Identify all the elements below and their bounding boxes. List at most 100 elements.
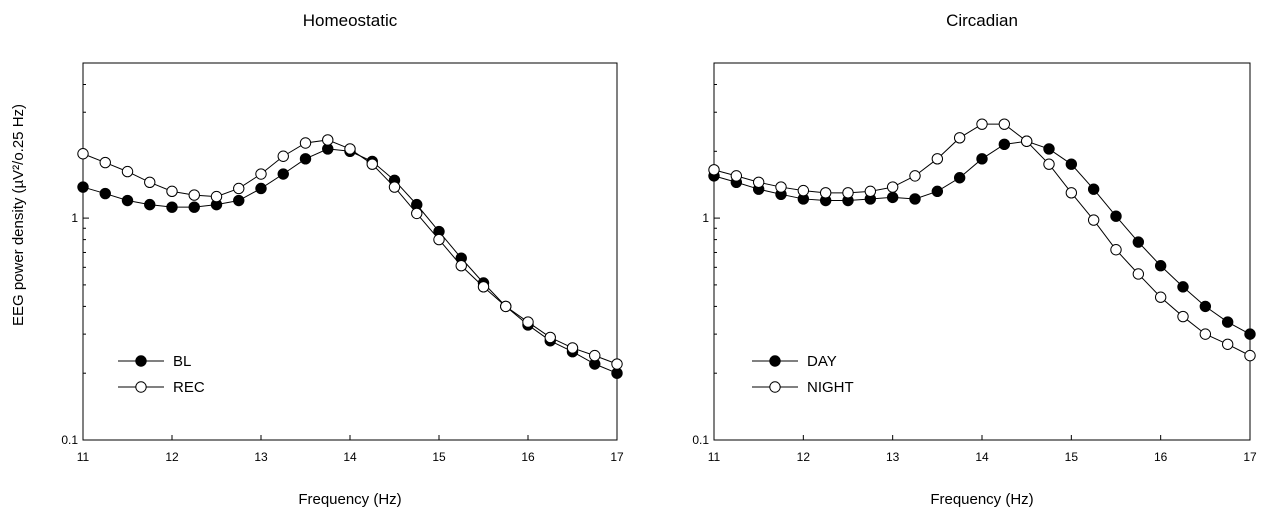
panel-1: Homeostatic Frequency (Hz) 11 12 13 14 15 16 17 0… (61, 11, 624, 508)
legend-marker (135, 381, 147, 393)
x-tick-label: 13 (254, 450, 268, 464)
y-tick-label: 0.1 (61, 433, 78, 447)
x-tick-label: 11 (708, 450, 721, 464)
data-point-night (1132, 268, 1145, 280)
data-point-night (730, 170, 743, 182)
data-point-day (1132, 236, 1145, 248)
legend-marker (769, 355, 781, 367)
data-point-rec (210, 190, 223, 203)
data-point-rec (121, 165, 134, 178)
x-tick-label: 17 (1243, 450, 1257, 464)
data-point-night (886, 181, 899, 193)
data-point-night (752, 176, 765, 188)
data-point-rec (166, 185, 178, 198)
data-point-night (976, 118, 988, 130)
data-point-bl (233, 194, 245, 207)
data-point-night (1154, 291, 1167, 303)
data-point-night (864, 185, 877, 198)
data-point-night (1244, 349, 1256, 362)
data-point-day (1043, 143, 1055, 155)
x-tick-label: 12 (797, 450, 811, 464)
x-tick-label: 11 (77, 450, 90, 464)
y-axis-label: EEG power density (µV²/o.25 Hz) (10, 104, 27, 326)
data-point-bl (277, 168, 289, 180)
x-axis-label: Frequency (Hz) (298, 491, 401, 508)
data-point-rec (477, 281, 490, 293)
data-point-night (1221, 338, 1234, 350)
data-point-rec (255, 168, 267, 180)
data-point-day (931, 185, 944, 198)
data-point-rec (500, 300, 512, 313)
x-tick-label: 12 (165, 450, 179, 464)
data-point-night (1087, 214, 1100, 226)
data-point-day (886, 191, 899, 204)
legend-label: BL (173, 353, 191, 370)
x-axis-label: Frequency (Hz) (930, 491, 1033, 508)
x-tick-label: 16 (1154, 450, 1168, 464)
x-tick-label: 15 (432, 450, 446, 464)
data-point-night (909, 170, 921, 182)
data-point-night (953, 132, 966, 144)
data-point-rec (522, 316, 534, 328)
data-point-rec (144, 176, 156, 188)
data-point-day (1154, 260, 1167, 272)
legend-marker (769, 381, 781, 393)
x-tick-label: 14 (975, 450, 989, 464)
legend-label: NIGHT (807, 379, 854, 396)
plot-frame (82, 62, 618, 441)
legend-marker (135, 355, 147, 367)
data-point-bl (99, 187, 111, 200)
data-point-night (1177, 310, 1189, 323)
data-point-night (931, 153, 944, 165)
data-point-night (1199, 328, 1212, 340)
series-line-bl (82, 148, 618, 374)
data-point-rec (411, 207, 423, 220)
legend-label: REC (173, 379, 205, 396)
legend-label: DAY (807, 353, 837, 370)
data-point-day (1221, 316, 1234, 328)
data-point-night (797, 184, 810, 197)
data-point-day (909, 193, 921, 205)
data-point-night (1043, 158, 1055, 170)
data-point-day (1199, 300, 1212, 313)
data-point-night (1065, 187, 1078, 199)
data-point-bl (299, 153, 312, 165)
data-point-bl (255, 182, 267, 195)
data-point-rec (611, 358, 623, 370)
data-point-bl (144, 198, 156, 211)
data-point-rec (344, 143, 356, 155)
y-tick-label: 1 (71, 211, 78, 225)
series-line-rec (82, 139, 618, 365)
data-point-night (998, 118, 1011, 130)
data-point-rec (455, 260, 467, 272)
data-point-night (1020, 135, 1033, 147)
chart-title: Homeostatic (303, 11, 398, 30)
panel-2: Circadian Frequency (Hz) 11 12 13 14 15 16 17 0.1… (692, 11, 1257, 508)
x-tick-label: 14 (343, 450, 357, 464)
data-point-rec (99, 156, 111, 169)
data-point-night (775, 181, 787, 193)
y-tick-label: 0.1 (692, 433, 709, 447)
data-point-bl (188, 201, 200, 213)
data-point-rec (433, 233, 445, 246)
data-point-bl (121, 194, 134, 207)
data-point-rec (566, 342, 579, 354)
data-point-day (976, 153, 988, 165)
data-point-night (819, 187, 832, 199)
x-tick-label: 16 (521, 450, 535, 464)
data-point-rec (188, 189, 200, 201)
data-point-day (1177, 281, 1189, 293)
x-tick-label: 17 (610, 450, 624, 464)
data-point-night (842, 187, 854, 199)
data-point-rec (589, 349, 601, 362)
data-point-rec (277, 150, 289, 162)
data-point-bl (77, 181, 89, 193)
x-tick-label: 13 (886, 450, 900, 464)
chart-title: Circadian (946, 11, 1018, 30)
data-point-day (1065, 158, 1078, 170)
data-point-bl (166, 201, 178, 213)
data-point-day (1244, 328, 1256, 340)
data-point-night (1110, 244, 1122, 256)
